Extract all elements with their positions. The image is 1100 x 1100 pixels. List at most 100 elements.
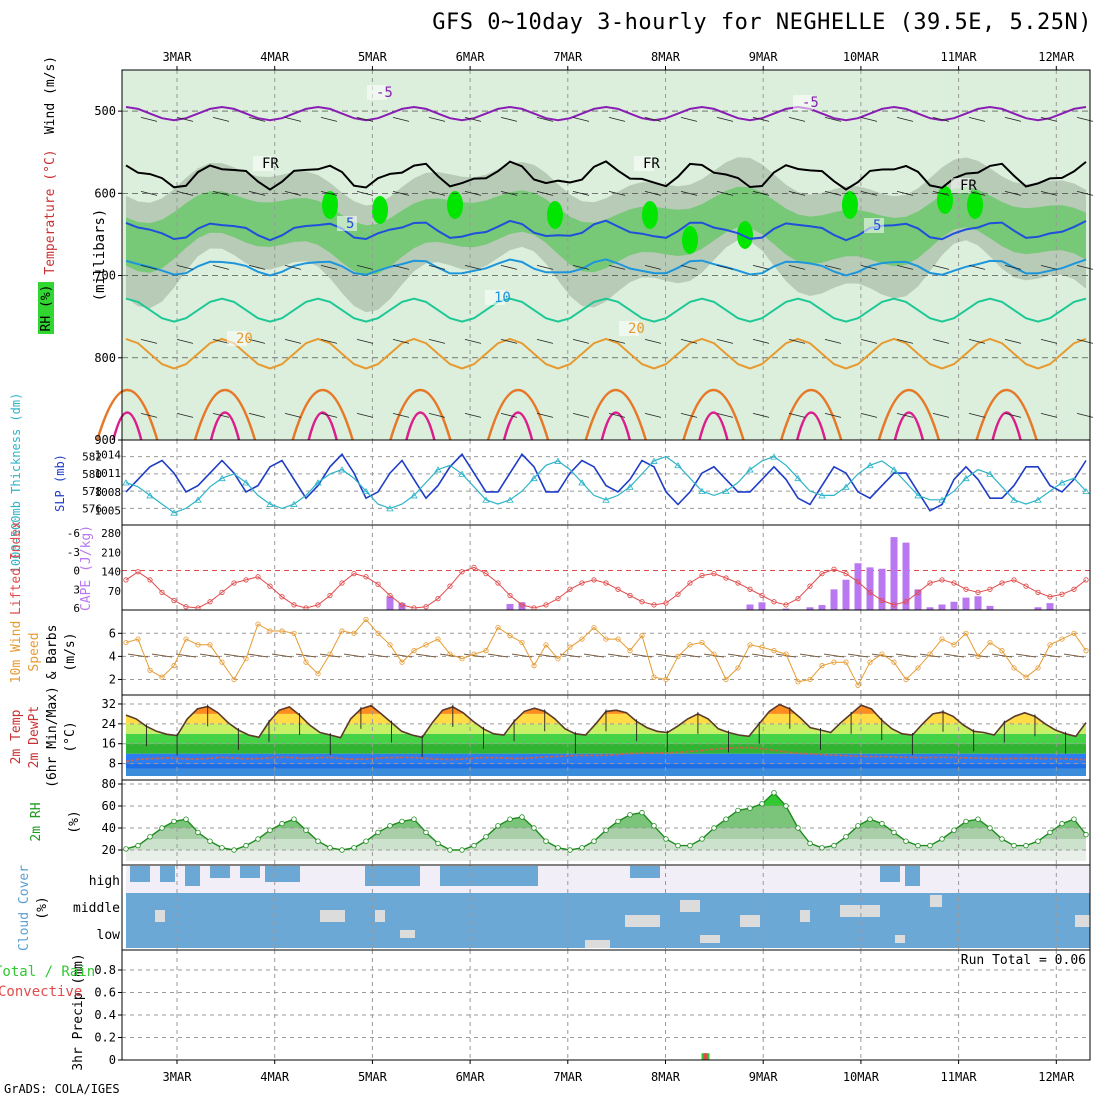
contour-label-bg [337,216,357,231]
wind-speed-marker [423,642,429,648]
wind-barb [716,412,734,418]
slp-tick-label: 1011 [95,467,122,480]
wind-speed-marker [399,659,405,665]
rh-tick-label: 40 [102,821,116,835]
rh-core [547,201,563,229]
thickness-marker [842,483,850,490]
slp-tick-label: 1008 [95,486,122,499]
temp-axis-label-1: 2m Temp [9,709,24,764]
contour-label: -5 [802,95,819,111]
wind-barb [320,264,338,270]
wind-speed-marker [675,653,681,659]
rh-marker [867,816,873,822]
wind-speed-marker [471,651,477,657]
slp-frame [121,439,1091,526]
rh-marker [327,845,333,851]
wind-speed-marker [915,665,921,671]
rh-marker [531,825,537,831]
thickness-marker [410,492,418,499]
temp-tick-label: 24 [102,717,116,731]
wind-speed-marker [1011,665,1017,671]
wind-barb [824,264,842,270]
thickness-marker [1082,487,1090,495]
wind-speed-marker [867,659,873,665]
cape-bar [854,563,862,610]
rh-band-90 [126,186,1086,276]
thickness-marker [386,505,394,512]
wind-barb [572,412,590,418]
wind-barb [500,264,518,270]
rh-marker [783,803,789,809]
wind-barb [140,412,158,418]
wind-barb-10m [319,653,341,658]
wind-barb [284,264,302,270]
wind-barb [752,264,770,270]
thickness-marker [578,479,586,486]
thickness-marker [914,492,922,499]
contour-label-bg [864,218,884,233]
cloud-gap-block [840,905,880,917]
wind-barb [176,116,194,122]
wind-speed-marker [939,636,945,642]
cloud-layer-label-high: high [89,874,120,889]
rh-tick-label: 60 [102,799,116,813]
cape-bar [806,607,814,610]
thickness-tick-label: 580 [82,468,102,481]
chart-title: GFS 0~10day 3-hourly for NEGHELLE (39.5E… [432,10,1092,35]
cloud-gap-block [375,910,385,922]
lifted-index-marker [615,586,621,592]
pressure-tick-label: 800 [94,351,116,365]
cape-tick-label: 280 [101,527,121,540]
wind-barb [788,338,806,344]
date-label-top: 7MAR [553,50,583,64]
wind-barb [248,338,266,344]
wind-barb-10m [751,653,773,658]
lifted-index-marker [987,586,993,592]
wind-barb [752,116,770,122]
date-label-top: 5MAR [358,50,388,64]
wind-barb [968,116,986,122]
wind-barb [860,190,878,196]
isotherm-arch-hot [893,411,925,441]
lifted-index-marker [759,592,765,599]
rh-marker [435,840,441,847]
wind-barb [644,190,662,196]
wind-speed-marker [615,636,621,642]
wind-barb-10m [271,653,293,658]
thickness-marker [602,496,610,503]
wind-barb [500,190,518,196]
rh-marker [879,820,885,827]
rh-marker [255,836,261,842]
thickness-marker [722,487,730,495]
rh-marker [147,834,153,840]
wind-barb [140,338,158,344]
wind-barb [140,116,158,122]
wind-barb-10m [511,653,533,658]
wind-speed-marker [951,642,957,648]
cape-bar [842,579,850,610]
contour-label: 20 [236,331,253,347]
wind-speed-marker [267,628,273,634]
rh-marker [207,838,213,844]
wind-barb [320,190,338,196]
lifted-index-marker [159,589,165,595]
wind-barb [644,338,662,344]
isotherm-arch [584,389,647,441]
wind-barb [860,264,878,270]
wind-speed-marker [243,656,249,662]
temp-band [126,743,1086,754]
rh-marker [771,790,777,796]
wind-barb-10m [799,653,821,658]
rh-marker [231,847,237,853]
wind-barb [356,412,374,418]
wind-barb [608,412,626,418]
wind-barb-10m [391,653,413,658]
date-label-bottom: 12MAR [1038,1070,1075,1084]
isotherm-arch [780,389,843,441]
lifted-index-marker [591,577,597,583]
wind-barb-10m [871,653,893,658]
date-label-top: 8MAR [651,50,681,64]
thickness-marker [650,457,658,464]
thickness-marker [506,496,514,503]
wind-barb [752,338,770,344]
